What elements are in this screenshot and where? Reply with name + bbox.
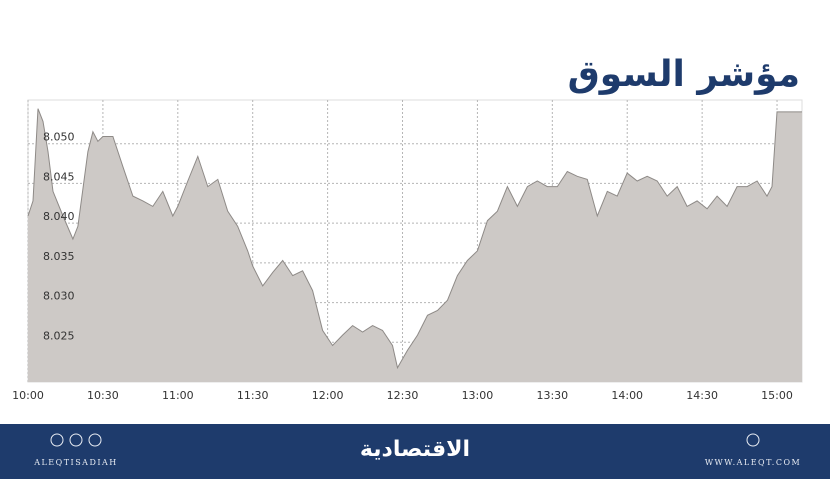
x-tick-label: 11:30 xyxy=(237,389,269,402)
footer-bar xyxy=(0,424,830,479)
y-tick-label: 8.040 xyxy=(43,210,75,223)
footer-handle: ALEQTISADIAH xyxy=(33,458,118,467)
y-tick-label: 8.050 xyxy=(43,131,75,144)
plot: 10:00 10:30 11:00 11:30 12:00 12:30 13:00 13:30… xyxy=(12,100,802,402)
x-tick-label: 10:00 xyxy=(12,389,44,402)
line xyxy=(27,108,802,370)
x-tick-label: 11:00 xyxy=(162,389,194,402)
x-tick-label: 13:30 xyxy=(536,389,568,402)
y-tick-label: 8.030 xyxy=(43,290,75,303)
chart-title: مؤشر السوق xyxy=(568,54,800,95)
social-icons xyxy=(50,433,760,447)
footer-brand: الاقتصادية xyxy=(360,437,470,462)
x-tick-label: 14:30 xyxy=(686,389,718,402)
y-tick-label: 8.035 xyxy=(43,250,75,263)
x-tick-label: 12:00 xyxy=(312,389,344,402)
x-tick-label: 14:00 xyxy=(611,389,643,402)
area xyxy=(28,108,802,382)
y-tick-label: 8.025 xyxy=(43,329,75,342)
x-tick-label: 15:00 xyxy=(761,389,793,402)
x-tick-label: 12:30 xyxy=(387,389,419,402)
footer-website: WWW.ALEQT.COM xyxy=(705,458,801,467)
x-tick-label: 10:30 xyxy=(87,389,119,402)
y-tick-label: 8.045 xyxy=(43,170,75,183)
x-tick-label: 13:00 xyxy=(462,389,494,402)
